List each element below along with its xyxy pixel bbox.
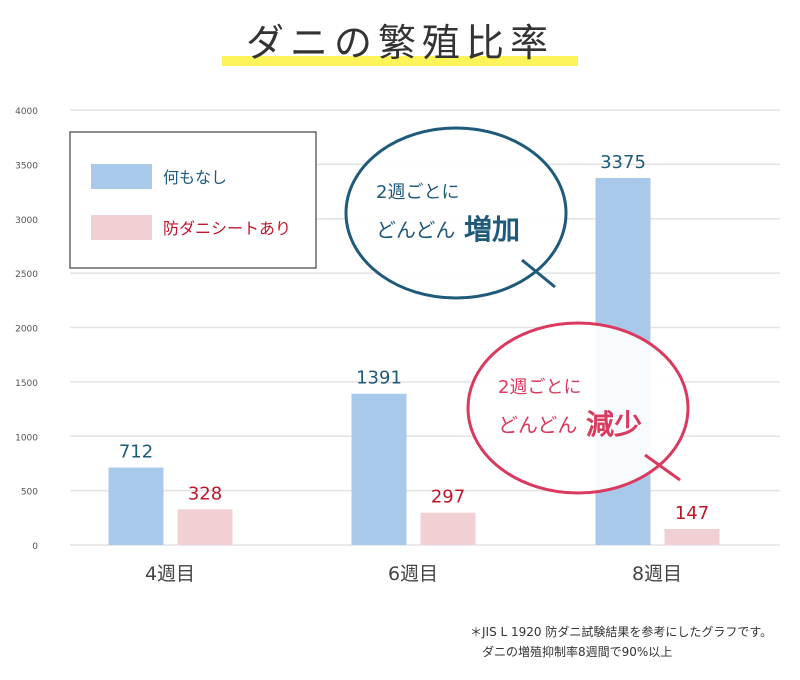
speech-bubble xyxy=(466,321,690,495)
annotation-line2: どんどん xyxy=(498,413,577,437)
bar-sheet xyxy=(420,512,476,545)
legend-box xyxy=(69,131,317,269)
legend-swatch xyxy=(91,164,152,189)
y-tick-label: 2000 xyxy=(15,325,38,335)
footnote-2: ダニの増殖抑制率8週間で90%以上 xyxy=(482,645,673,659)
speech-bubble xyxy=(344,126,568,300)
x-tick-label: 4週目 xyxy=(145,563,195,585)
speech-bubble-tail xyxy=(644,453,681,482)
data-label: 328 xyxy=(188,483,222,504)
annotation-emphasis: 減少 xyxy=(586,408,642,441)
annotation-line2: どんどん xyxy=(376,218,455,242)
legend-swatch xyxy=(91,215,152,240)
y-tick-label: 2500 xyxy=(15,270,38,280)
title-highlight xyxy=(222,56,578,66)
y-tick-label: 1000 xyxy=(15,433,38,443)
bar-none xyxy=(351,393,407,545)
x-tick-label: 6週目 xyxy=(388,563,438,585)
y-tick-label: 0 xyxy=(32,542,38,552)
data-label: 297 xyxy=(431,487,465,508)
legend-label: 何もなし xyxy=(163,168,227,187)
footnote-1: ＊JIS L 1920 防ダニ試験結果を参考にしたグラフです。 xyxy=(470,625,773,639)
data-label: 712 xyxy=(119,442,153,463)
speech-bubble-tail xyxy=(521,258,556,289)
annotation-line1: 2週ごとに xyxy=(498,377,581,398)
y-tick-label: 3500 xyxy=(15,161,38,171)
data-label: 1391 xyxy=(356,368,402,389)
annotation-emphasis: 増加 xyxy=(464,213,520,246)
bar-none xyxy=(108,467,164,545)
y-tick-label: 500 xyxy=(21,488,38,498)
annotation-line1: 2週ごとに xyxy=(376,182,459,203)
bar-sheet xyxy=(664,529,720,545)
y-tick-label: 4000 xyxy=(15,107,38,117)
legend-label: 防ダニシートあり xyxy=(163,219,291,238)
data-label: 3375 xyxy=(600,152,646,173)
chart-title: ダニの繁殖比率 xyxy=(245,21,554,65)
y-tick-label: 3000 xyxy=(15,216,38,226)
bar-sheet xyxy=(177,509,233,545)
x-tick-label: 8週目 xyxy=(632,563,682,585)
y-tick-label: 1500 xyxy=(15,379,38,389)
data-label: 147 xyxy=(675,503,709,524)
